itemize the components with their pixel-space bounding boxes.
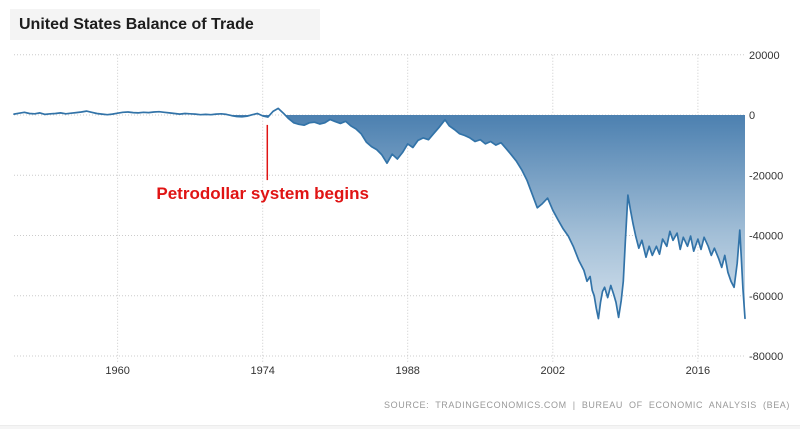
trade-balance-line (13, 107, 746, 320)
y-axis-label: 20000 (749, 50, 780, 62)
x-axis-label: 2002 (541, 365, 565, 377)
deficit-area-fill (14, 115, 745, 319)
y-axis-label: -20000 (749, 170, 783, 182)
y-axis-label: -80000 (749, 351, 783, 363)
source-attribution: SOURCE: TRADINGECONOMICS.COM | BUREAU OF… (384, 400, 790, 410)
x-axis-label: 2016 (686, 365, 710, 377)
x-axis-label: 1988 (395, 365, 419, 377)
bottom-divider (0, 425, 800, 429)
x-axis-label: 1974 (250, 365, 274, 377)
petrodollar-annotation-label: Petrodollar system begins (156, 183, 369, 203)
y-axis-label: -40000 (749, 231, 783, 243)
y-axis-label: 0 (749, 110, 755, 122)
page-title: United States Balance of Trade (10, 9, 320, 40)
x-axis-label: 1960 (105, 365, 129, 377)
y-axis-label: -60000 (749, 291, 783, 303)
axis-labels: 20000 0 -20000 -40000 -60000 -80000 1960 1974 19… (105, 50, 783, 377)
